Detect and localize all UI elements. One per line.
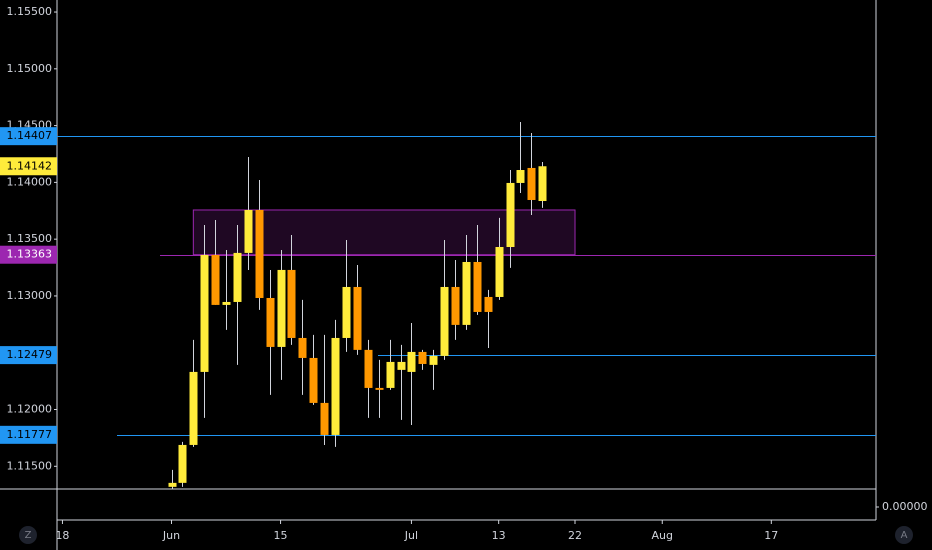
level-label: 1.13363 [7,248,53,261]
candle-body [516,170,525,183]
y-tick-label: 1.13000 [7,289,53,302]
level-label-bg [0,157,57,176]
candle-body [331,337,340,435]
y-tick-label: 1.12000 [7,403,53,416]
candle-body [266,297,275,347]
candle-body [418,351,427,364]
x-tick-label: Jun [162,529,180,542]
x-tick-label: 18 [55,529,69,542]
candle-body [309,357,318,403]
candle-body [397,361,406,370]
y-tick-label: 1.13500 [7,232,53,245]
candle-body [429,355,438,365]
y-tick-label: 1.11500 [7,459,53,472]
x-tick-label: 22 [568,529,582,542]
level-label: 1.11777 [7,428,53,441]
level-label: 1.14407 [7,129,53,142]
candle-body [222,301,231,305]
candle-body [440,286,449,356]
level-label: 1.14142 [7,159,53,172]
control-label[interactable]: Z [25,530,32,541]
candle-body [287,269,296,338]
candle-body [200,254,209,372]
candle-body [495,246,504,297]
candle-body [211,254,220,305]
candle-body [538,166,547,202]
candle-body [277,269,286,347]
candle-body [527,167,536,200]
level-label-bg [0,346,57,365]
candle-body [233,252,242,302]
level-label-bg [0,425,57,444]
control-button[interactable] [19,526,37,544]
candle-body [506,182,515,247]
control-button[interactable] [895,526,913,544]
candle-body [342,286,351,338]
candle-body [375,387,384,390]
candle-body [298,337,307,358]
candle-body [178,444,187,483]
control-label[interactable]: A [901,530,908,541]
x-tick-label: 15 [274,529,288,542]
candle-body [353,286,362,350]
candle-body [364,349,373,388]
level-label-bg [0,127,57,146]
level-label: 1.12479 [7,348,53,361]
x-tick-label: 17 [764,529,778,542]
candle-body [320,402,329,435]
candle-body [386,361,395,388]
candle-body [473,261,482,312]
candle-body [189,371,198,445]
candle-body [244,209,253,253]
candle-body [484,296,493,312]
candle-body [255,209,264,298]
candle-body [407,351,416,372]
candle-body [462,261,471,325]
level-label-bg [0,245,57,264]
pane2-tick-label: 0.00000 [882,500,928,513]
y-tick-label: 1.15000 [7,62,53,75]
y-tick-label: 1.15500 [7,5,53,18]
x-tick-label: Jul [404,529,418,542]
candle-body [168,482,177,487]
candle-body [451,286,460,325]
y-tick-label: 1.14000 [7,175,53,188]
x-tick-label: Aug [652,529,673,542]
x-tick-label: 13 [492,529,506,542]
